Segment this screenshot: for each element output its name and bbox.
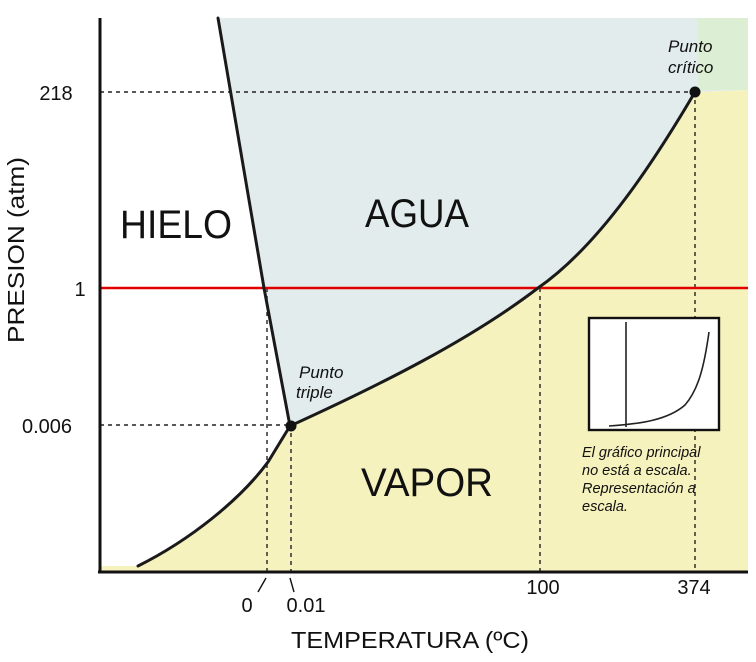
fusion-curve: [216, 16, 292, 428]
inset-note-line1: El gráfico principal: [582, 445, 701, 461]
inset-note-line3: Representación a: [582, 481, 696, 497]
vapor-region-label: VAPOR: [361, 461, 493, 505]
phase-boundaries: [136, 16, 697, 568]
y-tick-0006: 0.006: [22, 416, 72, 438]
ice-region-label: HIELO: [120, 203, 232, 247]
water-region: [218, 18, 748, 426]
critical-point-label-line1: Punto: [668, 37, 712, 56]
vapor-region: [100, 90, 748, 572]
triple-point-marker: [285, 420, 297, 432]
tick-connector-001: [289, 577, 295, 593]
x-tick-100: 100: [526, 577, 559, 599]
sublimation-curve: [136, 424, 292, 568]
critical-point-marker: [689, 86, 701, 98]
tick-connectors: [257, 577, 295, 593]
y-tick-1: 1: [74, 279, 85, 301]
inset-frame: [587, 316, 721, 432]
critical-point-label-line2: crítico: [668, 58, 713, 77]
axes: [98, 18, 748, 574]
y-axis-title: PRESION (atm): [3, 157, 29, 343]
supercritical-region: [698, 18, 748, 90]
inset-note-line2: no está a escala.: [582, 463, 692, 479]
x-axis-title: TEMPERATURA (ºC): [291, 627, 529, 653]
water-region-label: AGUA: [365, 192, 469, 236]
y-tick-218: 218: [39, 83, 72, 105]
to-scale-inset: El gráfico principal no está a escala. R…: [582, 316, 721, 515]
x-tick-0: 0: [241, 595, 252, 617]
inset-vapor-curve: [608, 331, 710, 427]
x-tick-001: 0.01: [287, 595, 326, 617]
inset-note-line4: escala.: [582, 499, 628, 515]
tick-connector-0: [257, 577, 267, 593]
triple-point-label-line2: triple: [296, 383, 333, 402]
triple-point-label-line1: Punto: [299, 363, 343, 382]
vaporization-curve: [288, 90, 697, 428]
x-tick-374: 374: [677, 577, 710, 599]
